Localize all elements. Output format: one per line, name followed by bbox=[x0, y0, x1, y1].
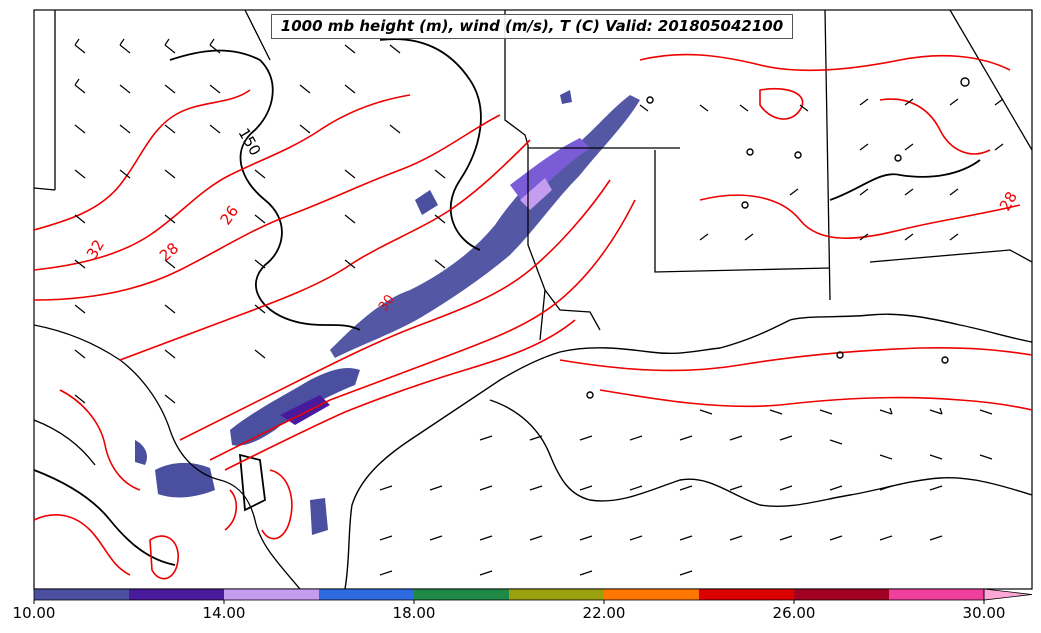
colorbar-tick-label: 26.00 bbox=[772, 604, 816, 622]
colorbar-segment bbox=[699, 589, 794, 600]
height-centers bbox=[586, 77, 970, 399]
colorbar-extension bbox=[983, 588, 1033, 601]
colorbar-tick-label: 30.00 bbox=[962, 604, 1006, 622]
colorbar-segment bbox=[889, 589, 984, 600]
colorbar-segment bbox=[509, 589, 604, 600]
colorbar-segment bbox=[224, 589, 319, 600]
colorbar-segment bbox=[604, 589, 699, 600]
colorbar-segment bbox=[129, 589, 224, 600]
coastline bbox=[344, 313, 1032, 589]
temperature-contours bbox=[34, 53, 1032, 580]
colorbar-tick-label: 22.00 bbox=[582, 604, 626, 622]
colorbar-tick-label: 14.00 bbox=[202, 604, 246, 622]
map-title: 1000 mb height (m), wind (m/s), T (C) Va… bbox=[271, 14, 793, 39]
colorbar-segment bbox=[34, 589, 129, 600]
colorbar-segment bbox=[319, 589, 414, 600]
colorbar-outline bbox=[33, 588, 985, 601]
map-frame bbox=[33, 9, 1033, 590]
wind-barbs bbox=[74, 38, 1004, 576]
borders bbox=[34, 10, 1032, 589]
colorbar-ticks bbox=[33, 600, 985, 604]
colorbar-segment bbox=[794, 589, 889, 600]
colorbar bbox=[33, 588, 1033, 601]
colorbar-segment bbox=[414, 589, 509, 600]
colorbar-tick-label: 18.00 bbox=[392, 604, 436, 622]
colorbar-tick-label: 10.00 bbox=[12, 604, 56, 622]
